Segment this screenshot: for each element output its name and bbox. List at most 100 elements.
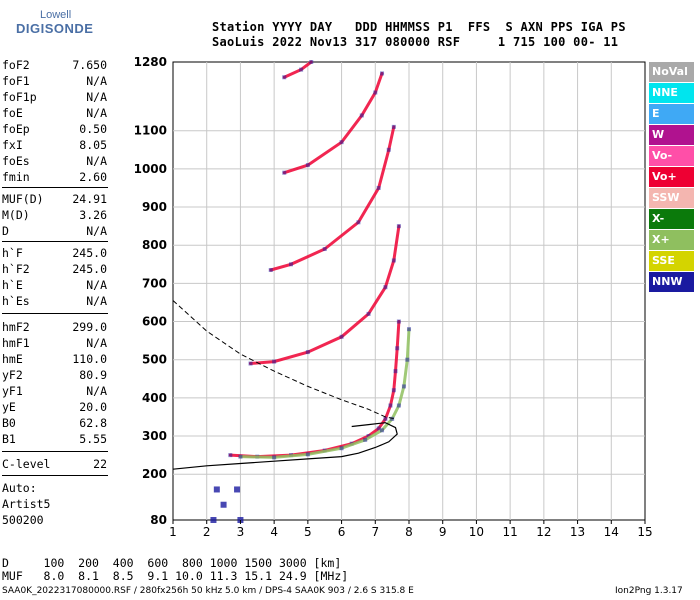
param-value: N/A xyxy=(86,278,107,292)
muf-dashed-curve xyxy=(172,300,396,420)
param-row: B1 5.55 xyxy=(2,432,107,448)
echo-point xyxy=(282,170,287,175)
echo-point xyxy=(388,403,393,408)
param-key: hmF2 xyxy=(2,320,30,334)
x-tick-label: 10 xyxy=(469,525,484,539)
auto-line: Artist5 xyxy=(2,497,107,513)
param-value: N/A xyxy=(86,384,107,398)
legend-vo-minus: Vo- xyxy=(649,146,694,166)
echo-point xyxy=(305,163,310,168)
param-row: yF1 N/A xyxy=(2,384,107,400)
y-tick-label: 1280 xyxy=(134,55,167,69)
echo-point xyxy=(396,224,401,229)
param-key: yF1 xyxy=(2,384,23,398)
header-line-2: SaoLuis 2022 Nov13 317 080000 RSF 1 715 … xyxy=(212,35,619,49)
header-line-1: Station YYYY DAY DDD HHMMSS P1 FFS S AXN… xyxy=(212,20,626,34)
echo-point xyxy=(391,124,396,129)
param-value: 0.50 xyxy=(79,122,107,136)
legend-ssw: SSW xyxy=(649,188,694,208)
echo-point xyxy=(309,60,314,64)
param-value: 7.650 xyxy=(72,58,107,72)
param-row: h`Es N/A xyxy=(2,294,107,310)
auto-text: Auto: xyxy=(2,481,37,495)
param-key: yE xyxy=(2,400,16,414)
param-value: N/A xyxy=(86,106,107,120)
echo-point xyxy=(339,140,344,145)
param-value: 62.8 xyxy=(79,416,107,430)
echo-point xyxy=(376,185,381,190)
echo-point xyxy=(220,501,227,508)
param-value: 2.60 xyxy=(79,170,107,184)
echo-point xyxy=(380,428,385,433)
echo-point xyxy=(238,454,243,459)
param-row: foE N/A xyxy=(2,106,107,122)
param-row: yE 20.0 xyxy=(2,400,107,416)
param-value: 245.0 xyxy=(72,262,107,276)
legend-x-minus: X- xyxy=(649,209,694,229)
param-value: N/A xyxy=(86,74,107,88)
echo-point xyxy=(391,388,396,393)
x-tick-label: 6 xyxy=(338,525,346,539)
param-key: foF1p xyxy=(2,90,37,104)
param-row: foF1 N/A xyxy=(2,74,107,90)
param-value: N/A xyxy=(86,224,107,238)
param-value: 24.91 xyxy=(72,192,107,206)
param-key: foEs xyxy=(2,154,30,168)
param-key: foEp xyxy=(2,122,30,136)
param-key: C-level xyxy=(2,457,51,471)
echo-point xyxy=(213,486,220,493)
y-tick-label: 80 xyxy=(150,513,167,527)
x-tick-label: 3 xyxy=(237,525,245,539)
logo-top-text: Lowell xyxy=(40,9,72,21)
param-row: foEp 0.50 xyxy=(2,122,107,138)
param-row: B0 62.8 xyxy=(2,416,107,432)
echo-point xyxy=(393,369,398,374)
echo-point xyxy=(373,90,378,95)
legend-sse: SSE xyxy=(649,251,694,271)
y-tick-label: 700 xyxy=(142,276,167,290)
echo-trace xyxy=(249,224,401,365)
param-separator xyxy=(2,451,108,452)
echo-point xyxy=(228,453,233,458)
param-row-clevel: C-level 22 xyxy=(2,457,107,473)
legend-x-plus: X+ xyxy=(649,230,694,250)
y-tick-label: 300 xyxy=(142,429,167,443)
param-key: MUF(D) xyxy=(2,192,44,206)
legend-w: W xyxy=(649,125,694,145)
param-row: M(D) 3.26 xyxy=(2,208,107,224)
echo-point xyxy=(305,452,310,457)
y-tick-label: 600 xyxy=(142,315,167,329)
x-tick-label: 15 xyxy=(637,525,652,539)
param-key: fxI xyxy=(2,138,23,152)
param-row: hmF2 299.0 xyxy=(2,320,107,336)
legend-vo-plus: Vo+ xyxy=(649,167,694,187)
echo-point xyxy=(322,247,327,252)
param-row: hmE 110.0 xyxy=(2,352,107,368)
param-key: D xyxy=(2,224,9,238)
echo-point xyxy=(359,113,364,118)
param-value: 299.0 xyxy=(72,320,107,334)
echo-point xyxy=(272,455,277,460)
param-key: fmin xyxy=(2,170,30,184)
x-tick-label: 7 xyxy=(371,525,379,539)
auto-text: Artist5 xyxy=(2,497,51,511)
param-value: N/A xyxy=(86,336,107,350)
param-key: hmF1 xyxy=(2,336,30,350)
param-key: h`Es xyxy=(2,294,30,308)
param-key: foF2 xyxy=(2,58,30,72)
legend-nnw: NNW xyxy=(649,272,694,292)
echo-point xyxy=(234,486,241,493)
echo-point xyxy=(383,285,388,290)
legend: NoVal NNE E W Vo- Vo+ SSW X- X+ SSE NNW xyxy=(649,62,694,293)
echo-point xyxy=(248,361,253,366)
x-tick-label: 2 xyxy=(203,525,211,539)
distance-row: D 100 200 400 600 800 1000 1500 3000 [km… xyxy=(2,556,342,570)
echo-point xyxy=(363,437,368,442)
y-tick-label: 400 xyxy=(142,391,167,405)
echo-point xyxy=(386,147,391,152)
echo-point xyxy=(339,446,344,451)
echo-point xyxy=(339,334,344,339)
param-value: N/A xyxy=(86,154,107,168)
x-tick-label: 14 xyxy=(604,525,619,539)
param-key: yF2 xyxy=(2,368,23,382)
